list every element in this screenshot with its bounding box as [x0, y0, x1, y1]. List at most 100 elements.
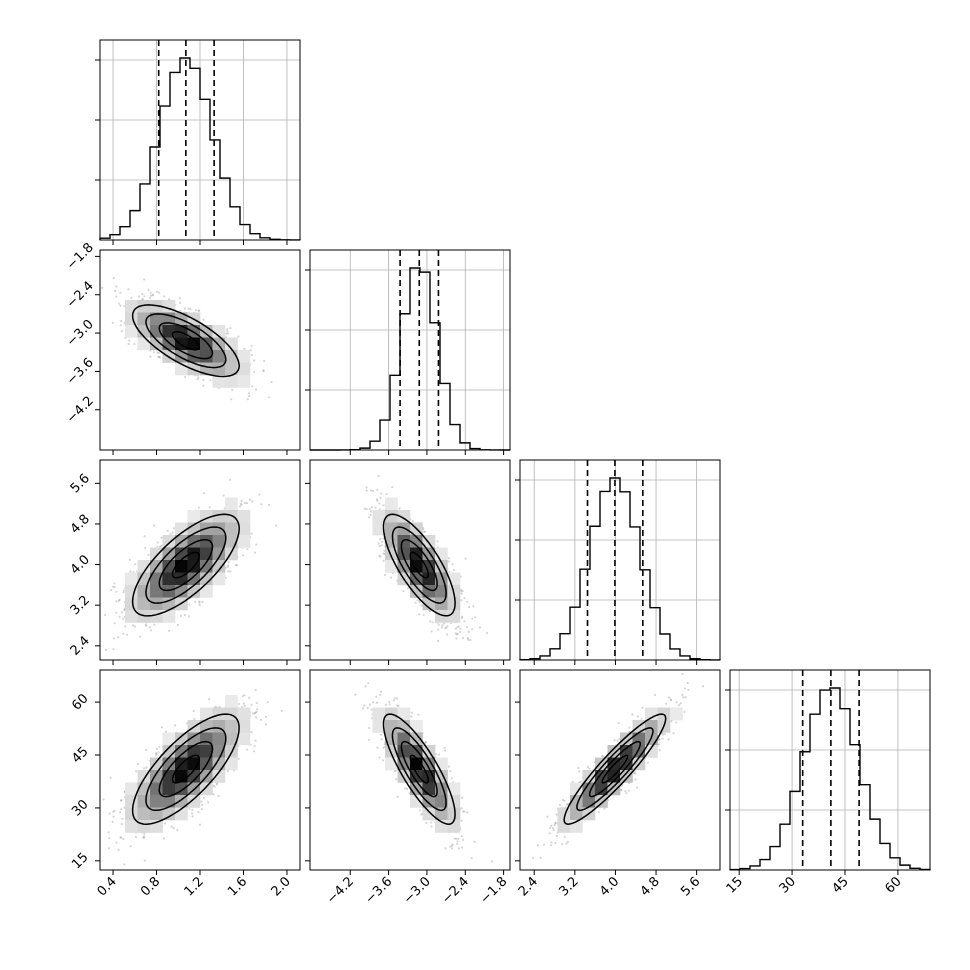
density-cell: [150, 597, 163, 611]
sample-point: [472, 605, 475, 608]
sample-point: [247, 392, 250, 395]
sample-point: [183, 307, 186, 310]
y-tick-label: −3.0: [64, 317, 97, 350]
sample-point: [115, 611, 118, 614]
density-cell: [162, 572, 176, 586]
sample-point: [115, 285, 118, 288]
sample-point: [188, 615, 191, 618]
sample-point: [226, 328, 229, 331]
sample-point: [115, 600, 118, 603]
sample-point: [133, 625, 136, 628]
density-cell: [150, 610, 163, 623]
sample-point: [137, 295, 141, 298]
sample-point: [378, 508, 381, 511]
y-tick-label: 5.6: [68, 471, 93, 496]
y-tick-label: 3.2: [68, 593, 93, 618]
sample-point: [429, 620, 432, 623]
sample-point: [418, 600, 421, 604]
sample-point: [369, 513, 372, 517]
sample-point: [141, 298, 144, 301]
y-tick-label: 2.4: [68, 634, 93, 659]
sample-point: [119, 291, 122, 294]
y-tick-label: 4.0: [68, 552, 93, 577]
sample-point: [381, 540, 384, 544]
sample-point: [463, 620, 466, 623]
density-cell: [137, 585, 151, 598]
density-cell: [162, 300, 176, 313]
density-cell: [212, 522, 226, 536]
sample-point: [148, 296, 152, 299]
sample-point: [111, 321, 114, 324]
density-cell: [125, 572, 138, 586]
sample-point: [198, 603, 201, 607]
sample-point: [258, 493, 261, 496]
sample-point: [172, 527, 175, 530]
density-cell: [225, 497, 238, 511]
sample-point: [123, 321, 126, 324]
sample-point: [416, 599, 419, 602]
sample-point: [382, 552, 385, 555]
sample-point: [262, 370, 265, 373]
sample-point: [127, 342, 130, 346]
y-tick-label: −1.8: [64, 240, 97, 273]
y-tick-label: −3.6: [64, 355, 97, 388]
sample-point: [166, 529, 169, 533]
sample-point: [153, 623, 156, 626]
sample-point: [242, 554, 245, 557]
sample-point: [112, 648, 115, 651]
density-cell: [125, 312, 138, 326]
sample-point: [178, 297, 181, 300]
density-cell: [175, 560, 188, 573]
sample-point: [370, 510, 373, 513]
sample-point: [402, 590, 405, 593]
sample-point: [363, 507, 366, 510]
sample-point: [183, 614, 186, 617]
sample-point: [370, 506, 373, 509]
sample-point: [144, 546, 147, 550]
sample-point: [160, 544, 163, 548]
density-cell: [162, 585, 176, 598]
density-cell: [125, 597, 138, 611]
sample-point: [194, 309, 197, 312]
density-cell: [150, 585, 163, 598]
sample-point: [130, 296, 133, 299]
sample-point: [155, 290, 159, 293]
sample-point: [229, 327, 232, 330]
sample-point: [168, 629, 171, 632]
panel-2-1: [305, 459, 511, 665]
sample-point: [222, 494, 225, 497]
sample-point: [114, 289, 117, 293]
sample-point: [113, 582, 116, 585]
sample-point: [231, 388, 234, 392]
sample-point: [379, 555, 382, 558]
sample-point: [377, 474, 380, 478]
sample-point: [203, 492, 206, 495]
sample-point: [460, 592, 463, 595]
sample-point: [143, 535, 146, 538]
sample-point: [227, 570, 230, 573]
sample-point: [196, 378, 199, 381]
sample-point: [156, 545, 159, 548]
sample-point: [398, 507, 401, 510]
density-cell: [125, 300, 138, 313]
histogram-0: [99, 57, 301, 241]
histogram-1: [310, 267, 511, 451]
sample-point: [379, 496, 382, 499]
sample-point: [158, 291, 161, 294]
sample-point: [104, 613, 107, 617]
sample-point: [122, 632, 125, 635]
sample-point: [418, 613, 421, 616]
density-cell: [137, 312, 151, 326]
sample-point: [240, 503, 243, 507]
sample-point: [243, 501, 246, 505]
sample-point: [117, 636, 120, 639]
sample-point: [445, 626, 448, 629]
sample-point: [156, 351, 159, 354]
sample-point: [115, 295, 118, 298]
sample-point: [440, 626, 443, 629]
sample-point: [110, 588, 113, 592]
sample-point: [441, 624, 444, 627]
sample-point: [149, 355, 152, 358]
density-cell: [137, 337, 151, 351]
